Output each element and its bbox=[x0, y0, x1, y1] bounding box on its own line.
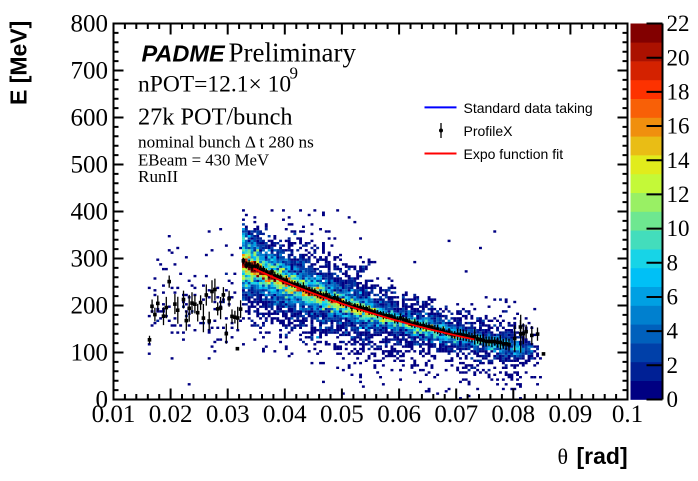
svg-text:500: 500 bbox=[71, 152, 109, 179]
svg-text:0.04: 0.04 bbox=[263, 401, 307, 428]
svg-text:0: 0 bbox=[96, 387, 109, 414]
svg-text:4: 4 bbox=[667, 319, 679, 344]
svg-text:E [MeV]: E [MeV] bbox=[6, 21, 32, 105]
svg-text:2: 2 bbox=[667, 353, 679, 378]
svg-text:Standard data taking: Standard data taking bbox=[464, 100, 593, 116]
svg-text:θ: θ bbox=[558, 444, 569, 469]
svg-text:200: 200 bbox=[71, 293, 109, 320]
svg-text:RunII: RunII bbox=[138, 167, 178, 186]
svg-text:EBeam = 430 MeV: EBeam = 430 MeV bbox=[138, 151, 269, 170]
svg-text:10: 10 bbox=[667, 216, 690, 241]
svg-text:20: 20 bbox=[667, 45, 690, 70]
svg-text:18: 18 bbox=[667, 80, 690, 105]
svg-text:300: 300 bbox=[71, 246, 109, 273]
svg-text:0.03: 0.03 bbox=[206, 401, 250, 428]
svg-text:0.1: 0.1 bbox=[612, 401, 643, 428]
svg-text:22: 22 bbox=[667, 11, 690, 36]
svg-text:14: 14 bbox=[667, 148, 691, 173]
svg-text:800: 800 bbox=[71, 11, 109, 38]
svg-text:27k POT/bunch: 27k POT/bunch bbox=[138, 103, 293, 130]
svg-text:Preliminary: Preliminary bbox=[229, 38, 357, 68]
svg-text:0: 0 bbox=[667, 387, 679, 412]
svg-text:ProfileX: ProfileX bbox=[464, 123, 514, 139]
svg-text:0.06: 0.06 bbox=[377, 401, 421, 428]
svg-text:8: 8 bbox=[667, 250, 679, 275]
svg-text:600: 600 bbox=[71, 105, 109, 132]
svg-text:6: 6 bbox=[667, 285, 679, 310]
svg-text:0.02: 0.02 bbox=[149, 401, 193, 428]
svg-text:nPOT=12.1× 10: nPOT=12.1× 10 bbox=[138, 71, 291, 97]
svg-text:0.07: 0.07 bbox=[434, 401, 478, 428]
svg-text:700: 700 bbox=[71, 58, 109, 85]
svg-text:0.09: 0.09 bbox=[549, 401, 593, 428]
svg-text:0.01: 0.01 bbox=[92, 401, 136, 428]
svg-text:400: 400 bbox=[71, 199, 109, 226]
svg-text:PADME: PADME bbox=[142, 41, 226, 67]
svg-text:nominal bunch Δ t 280 ns: nominal bunch Δ t 280 ns bbox=[138, 133, 314, 152]
svg-text:Expo function fit: Expo function fit bbox=[464, 146, 564, 162]
svg-text:16: 16 bbox=[667, 114, 690, 139]
svg-text:0.08: 0.08 bbox=[491, 401, 535, 428]
svg-text:[rad]: [rad] bbox=[577, 443, 628, 469]
svg-text:12: 12 bbox=[667, 182, 690, 207]
svg-text:9: 9 bbox=[290, 64, 299, 83]
svg-text:0.05: 0.05 bbox=[320, 401, 364, 428]
svg-text:100: 100 bbox=[71, 340, 109, 367]
